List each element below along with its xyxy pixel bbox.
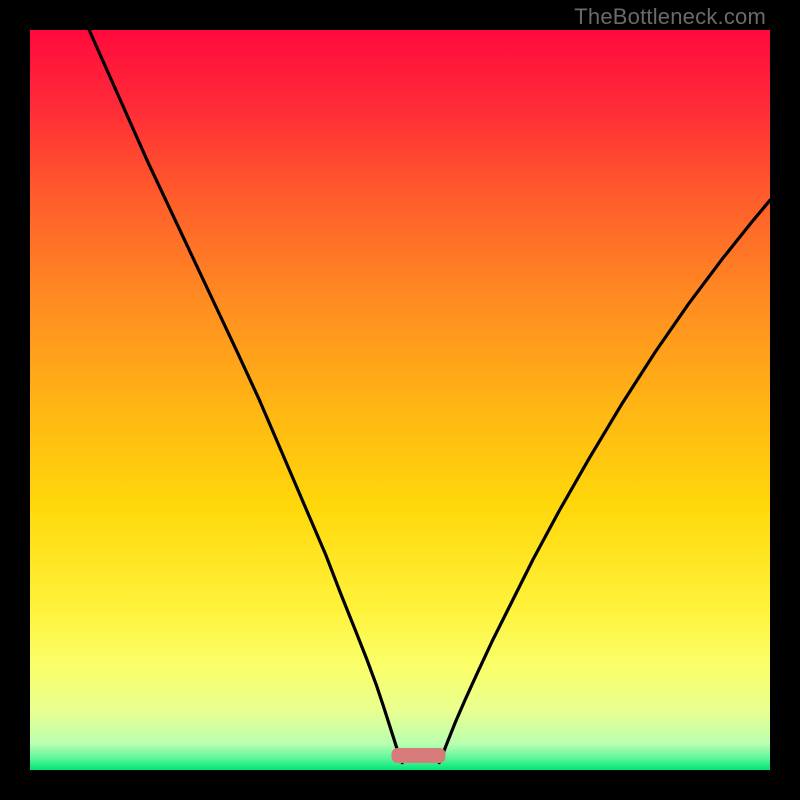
chart-svg (30, 30, 770, 770)
optimal-zone-marker (392, 748, 446, 763)
gradient-background (30, 30, 770, 770)
bottleneck-chart (30, 30, 770, 770)
watermark-text: TheBottleneck.com (574, 4, 766, 30)
